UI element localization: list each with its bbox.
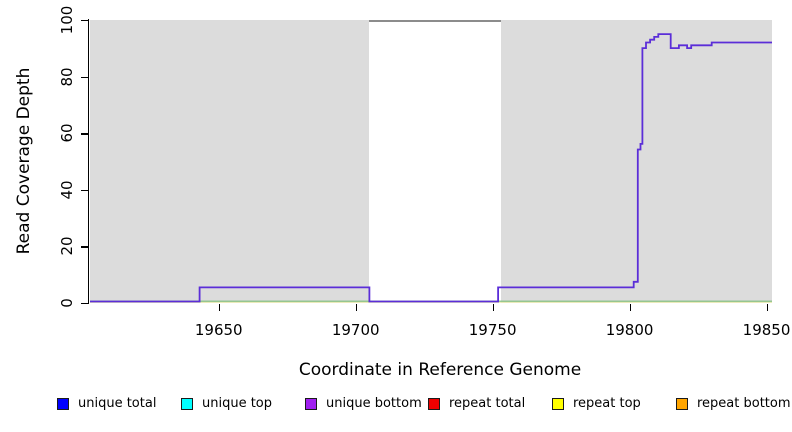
y-tick-label: 60 — [58, 123, 76, 143]
legend-swatch-icon — [428, 397, 440, 410]
y-tick — [81, 133, 88, 135]
legend-label: unique bottom — [326, 396, 422, 411]
y-tick-label: 40 — [58, 180, 76, 200]
y-tick-label: 0 — [58, 298, 76, 308]
x-tick — [492, 304, 495, 311]
legend-swatch-icon — [181, 397, 193, 410]
x-axis-title: Coordinate in Reference Genome — [298, 360, 582, 380]
coverage-line-chart — [90, 33, 772, 303]
x-tick — [355, 304, 358, 311]
legend-label: repeat top — [573, 396, 641, 411]
y-tick — [81, 76, 88, 78]
y-axis-line — [88, 19, 90, 304]
legend-label: repeat bottom — [697, 396, 791, 411]
y-tick — [81, 303, 88, 305]
legend-item-unique-bottom: unique bottom — [305, 396, 422, 411]
legend-swatch-icon — [57, 397, 69, 410]
x-tick-label: 19750 — [468, 321, 517, 339]
legend-item-unique-top: unique top — [181, 396, 272, 411]
x-tick-label: 19700 — [331, 321, 380, 339]
legend-item-unique-total: unique total — [57, 396, 156, 411]
y-tick-label: 100 — [58, 5, 76, 35]
unique-bottom-coverage-line — [90, 33, 772, 303]
y-axis-title: Read Coverage Depth — [14, 67, 34, 255]
legend-item-repeat-top: repeat top — [552, 396, 641, 411]
legend-label: repeat total — [449, 396, 526, 411]
x-tick-label: 19850 — [742, 321, 791, 339]
y-tick — [81, 246, 88, 248]
x-tick — [766, 304, 768, 311]
legend-item-repeat-total: repeat total — [428, 396, 525, 411]
x-tick-label: 19800 — [605, 321, 654, 339]
y-tick — [81, 189, 88, 192]
legend: unique total unique top unique bottom repea… — [0, 396, 792, 420]
legend-label: unique top — [202, 396, 273, 411]
x-tick — [629, 304, 631, 311]
y-tick — [81, 20, 88, 22]
gap-region-band — [369, 20, 501, 303]
y-tick-label: 20 — [58, 236, 76, 256]
y-tick-label: 80 — [58, 67, 76, 87]
x-tick — [218, 304, 221, 311]
plot-area — [90, 20, 772, 303]
legend-swatch-icon — [552, 397, 564, 410]
x-tick-label: 19650 — [194, 321, 243, 339]
legend-swatch-icon — [676, 397, 688, 410]
legend-item-repeat-bottom: repeat bottom — [676, 396, 791, 411]
legend-label: unique total — [78, 396, 157, 411]
legend-swatch-icon — [305, 397, 317, 410]
